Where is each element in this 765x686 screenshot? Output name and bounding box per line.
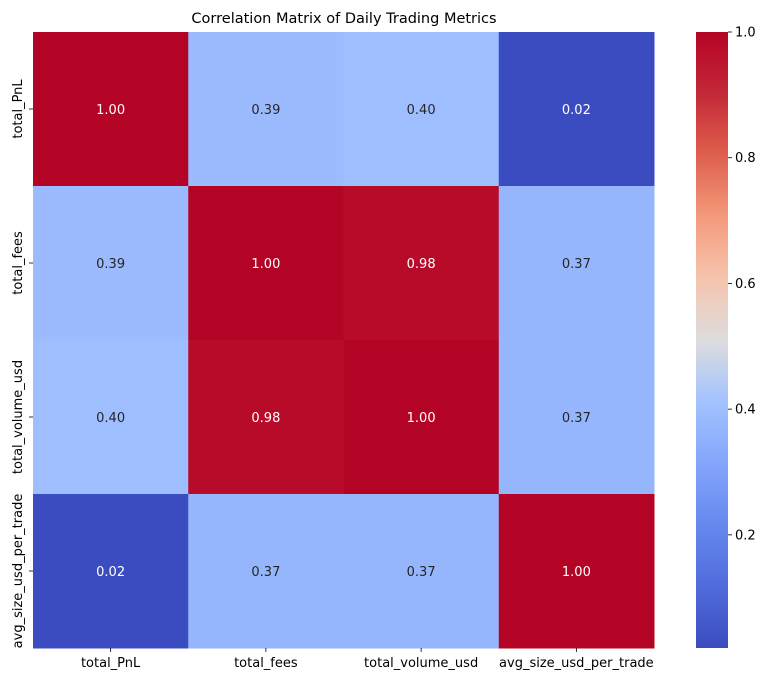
y-tick-label: total_volume_usd: [11, 360, 26, 474]
cell-value-label: 0.98: [251, 411, 280, 426]
x-tick-label: total_volume_usd: [364, 656, 478, 671]
cell-value-label: 0.37: [562, 411, 591, 426]
heatmap-cell-3-1: [188, 494, 344, 649]
heatmap-cell-3-0: [33, 494, 189, 649]
y-tick-label: avg_size_usd_per_trade: [11, 494, 26, 649]
heatmap-cell-0-1: [188, 32, 344, 187]
heatmap-cell-1-1: [188, 186, 344, 341]
heatmap-cell-1-0: [33, 186, 189, 341]
x-tick-label: total_PnL: [81, 656, 141, 671]
colorbar-tick-label: 0.6: [735, 277, 756, 292]
heatmap-cell-2-3: [498, 340, 655, 495]
cell-value-label: 0.39: [96, 257, 125, 272]
cell-value-label: 0.02: [562, 103, 591, 118]
cell-value-label: 0.37: [251, 565, 280, 580]
chart-title: Correlation Matrix of Daily Trading Metr…: [191, 11, 496, 27]
heatmap-cell-2-2: [343, 340, 500, 495]
y-tick-label: total_PnL: [11, 79, 26, 139]
cell-value-label: 0.40: [96, 411, 125, 426]
cell-value-label: 0.39: [251, 103, 280, 118]
colorbar-tick-label: 1.0: [735, 26, 756, 41]
cell-value-label: 0.37: [562, 257, 591, 272]
cell-value-label: 1.00: [407, 411, 436, 426]
heatmap-cell-3-2: [343, 494, 500, 649]
colorbar-tick-label: 0.4: [735, 403, 756, 418]
heatmap-cell-0-0: [33, 32, 189, 187]
x-tick-label: total_fees: [234, 656, 298, 671]
colorbar-tick-label: 0.2: [735, 528, 756, 543]
x-tick-label: avg_size_usd_per_trade: [499, 656, 654, 671]
cell-value-label: 1.00: [562, 565, 591, 580]
cell-value-label: 1.00: [96, 103, 125, 118]
cell-value-label: 0.37: [407, 565, 436, 580]
heatmap-cell-0-2: [343, 32, 500, 187]
heatmap-cell-1-2: [343, 186, 500, 341]
heatmap-cell-1-3: [498, 186, 655, 341]
cell-value-label: 0.98: [407, 257, 436, 272]
heatmap-cell-3-3: [498, 494, 655, 649]
heatmap-cell-0-3: [498, 32, 655, 187]
cell-value-label: 0.02: [96, 565, 125, 580]
cell-value-label: 0.40: [407, 103, 436, 118]
heatmap-cell-2-0: [33, 340, 189, 495]
colorbar-tick-label: 0.8: [735, 151, 756, 166]
cell-value-label: 1.00: [251, 257, 280, 272]
y-tick-label: total_fees: [11, 231, 26, 295]
heatmap-cell-2-1: [188, 340, 344, 495]
colorbar: [696, 32, 728, 648]
